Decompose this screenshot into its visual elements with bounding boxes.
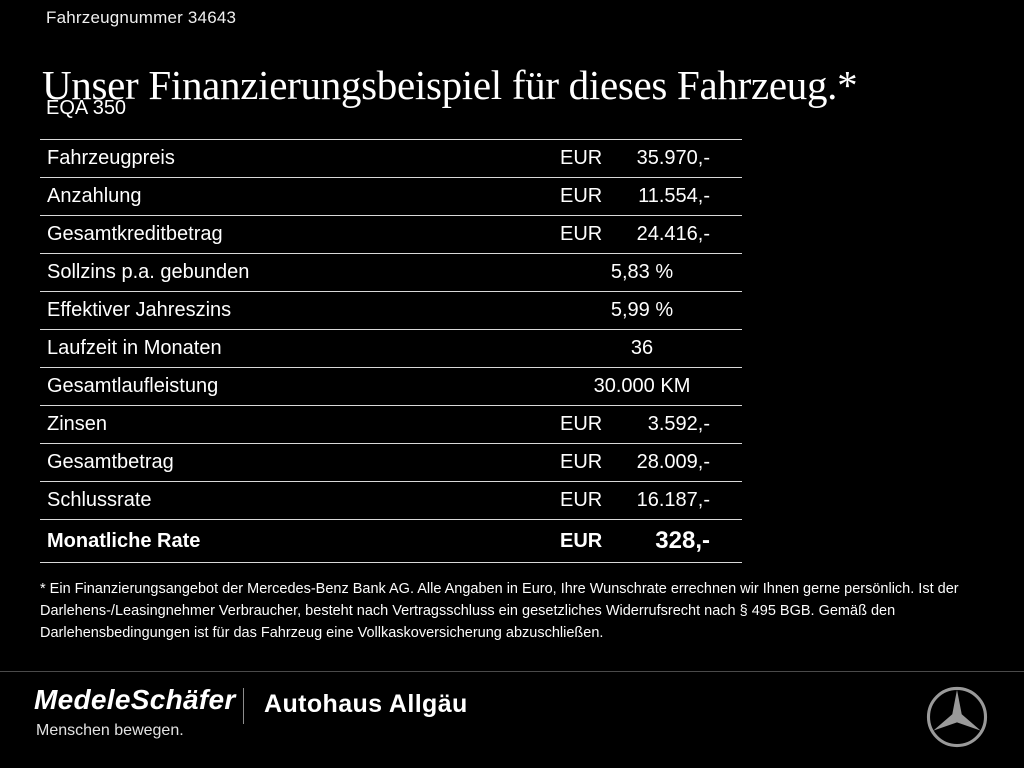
row-label: Sollzins p.a. gebunden — [47, 261, 250, 283]
row-label: Effektiver Jahreszins — [47, 299, 232, 321]
row-currency: EUR — [560, 489, 603, 511]
footer-divider — [0, 671, 1024, 672]
row-value: 30.000 KM — [593, 375, 691, 397]
row-currency: EUR — [560, 529, 603, 552]
table-row: Gesamtlaufleistung 30.000 KM — [40, 367, 742, 405]
row-value: 35.970,- — [636, 147, 710, 169]
row-label: Gesamtlaufleistung — [47, 375, 219, 397]
row-value: 11.554,- — [638, 185, 710, 207]
row-label: Schlussrate — [47, 489, 152, 511]
row-value: 16.187,- — [636, 489, 710, 511]
row-currency: EUR — [560, 185, 603, 207]
table-row: Laufzeit in Monaten 36 — [40, 329, 742, 367]
table-row: Effektiver Jahreszins 5,99 % — [40, 291, 742, 329]
table-row: Sollzins p.a. gebunden 5,83 % — [40, 253, 742, 291]
row-currency: EUR — [560, 413, 603, 435]
row-label: Gesamtkreditbetrag — [47, 223, 223, 245]
page-title: Unser Finanzierungsbeispiel für dieses F… — [42, 62, 858, 109]
row-value: 28.009,- — [636, 451, 710, 473]
footer: MedeleSchäfer Menschen bewegen. Autohaus… — [0, 672, 1024, 768]
row-value: 36 — [630, 337, 654, 359]
financing-table: Fahrzeugpreis EUR 35.970,- Anzahlung EUR… — [40, 139, 742, 563]
row-label: Fahrzeugpreis — [47, 147, 175, 169]
table-row: Zinsen EUR 3.592,- — [40, 405, 742, 443]
row-value: 5,99 % — [610, 299, 674, 321]
table-row: Gesamtkreditbetrag EUR 24.416,- — [40, 215, 742, 253]
dealer-logo-autohaus-allgaeu: Autohaus Allgäu — [264, 690, 468, 718]
table-row: Schlussrate EUR 16.187,- — [40, 481, 742, 519]
row-label: Monatliche Rate — [47, 529, 201, 552]
row-label: Anzahlung — [47, 185, 142, 207]
row-label: Gesamtbetrag — [47, 451, 174, 473]
footer-logo-separator — [243, 688, 244, 724]
table-row: Fahrzeugpreis EUR 35.970,- — [40, 139, 742, 177]
mercedes-star-icon — [926, 686, 988, 748]
vehicle-number: Fahrzeugnummer 34643 — [46, 8, 237, 27]
row-currency: EUR — [560, 451, 603, 473]
legal-footnote: * Ein Finanzierungsangebot der Mercedes-… — [40, 581, 959, 642]
row-label: Laufzeit in Monaten — [47, 337, 222, 359]
row-currency: EUR — [560, 223, 603, 245]
row-value: 5,83 % — [610, 261, 674, 283]
row-value: 3.592,- — [647, 413, 710, 435]
row-value: 328,- — [655, 527, 710, 554]
model-name: EQA 350 — [46, 97, 127, 119]
table-row-monthly-rate: Monatliche Rate EUR 328,- — [40, 519, 742, 563]
row-label: Zinsen — [47, 413, 108, 435]
table-row: Gesamtbetrag EUR 28.009,- — [40, 443, 742, 481]
row-currency: EUR — [560, 147, 603, 169]
dealer-tagline: Menschen bewegen. — [36, 722, 184, 739]
dealer-logo-medeleschaefer: MedeleSchäfer — [34, 684, 236, 715]
row-value: 24.416,- — [636, 223, 710, 245]
table-row: Anzahlung EUR 11.554,- — [40, 177, 742, 215]
